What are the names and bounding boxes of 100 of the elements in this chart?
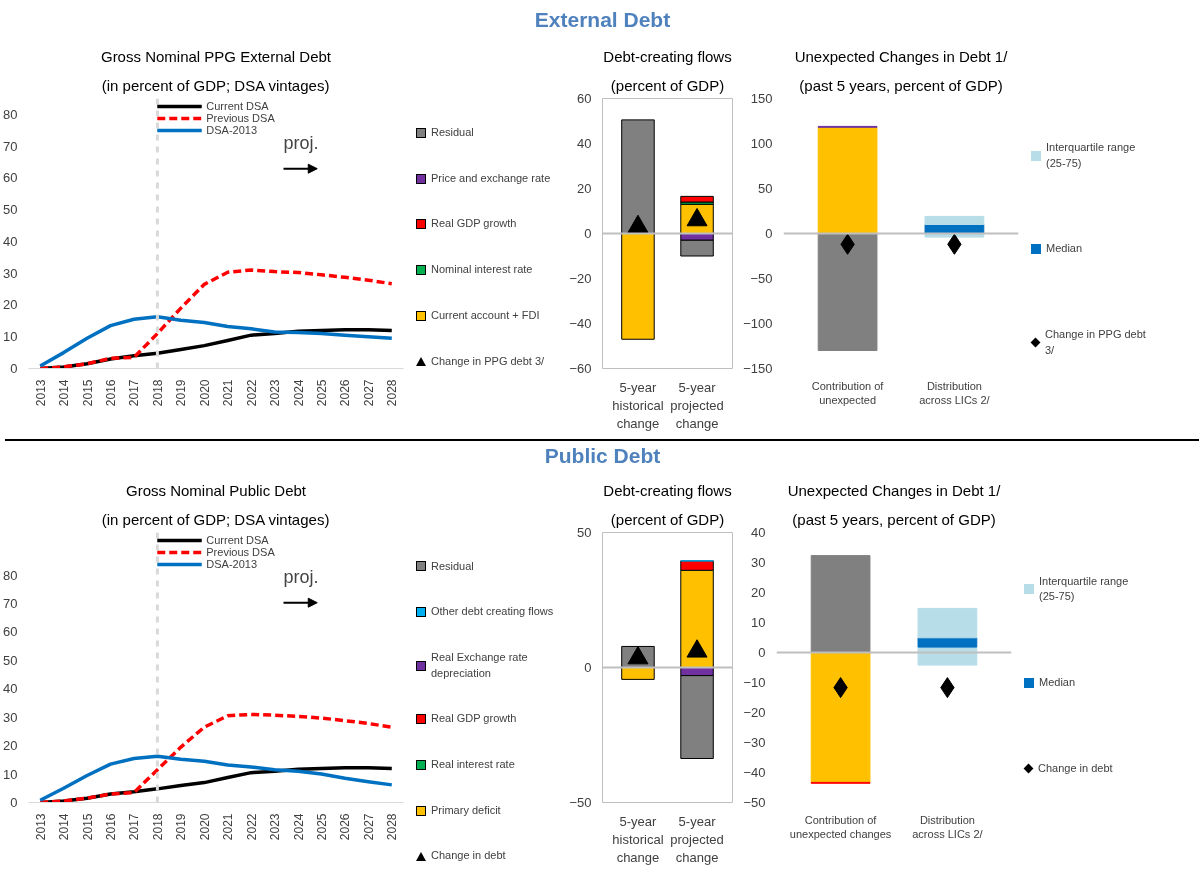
- text: External Debt: [534, 7, 671, 33]
- legend-label: Interquartile range (25-75): [1046, 140, 1137, 171]
- legend-label: Nominal interest rate: [431, 262, 533, 278]
- y-tick-label: 60: [577, 91, 592, 106]
- x-tick-label: 2014: [57, 379, 72, 407]
- x-tick-label: 2023: [268, 379, 283, 407]
- x-tick-label: 2026: [338, 812, 353, 840]
- chart-subtitle: (percent of GDP): [610, 76, 725, 94]
- y-tick-label: −150: [743, 361, 773, 376]
- y-tick-label: 0: [758, 644, 766, 660]
- x-tick-label: 2020: [197, 379, 212, 407]
- legend-label: Previous DSA: [206, 545, 275, 558]
- y-tick-label: 30: [3, 265, 18, 281]
- x-tick-label: 2027: [361, 812, 376, 840]
- legend-label: Previous DSA: [206, 112, 275, 124]
- legend-label: Current DSA: [206, 100, 269, 112]
- x-tick-label: 2026: [338, 379, 353, 407]
- x-tick-label: 2025: [314, 812, 329, 840]
- x-tick-label: 5-year projected change: [670, 813, 724, 865]
- legend-label: Other debt creating flows: [431, 604, 554, 620]
- legend-label: Real interest rate: [431, 757, 515, 773]
- legend-label: DSA-2013: [206, 124, 258, 136]
- legend-label: Real GDP growth: [431, 216, 517, 232]
- x-tick-label: 2014: [57, 812, 72, 840]
- legend-label: Real Exchange rate depreciation: [431, 649, 529, 681]
- y-tick-label: −20: [569, 271, 592, 286]
- y-tick-label: −10: [743, 674, 766, 690]
- y-tick-label: −100: [743, 316, 773, 331]
- chart-title: Debt-creating flows: [603, 481, 732, 499]
- x-tick-label: 2028: [385, 812, 400, 840]
- y-tick-label: 20: [3, 297, 18, 313]
- legend-label: Change in debt: [431, 848, 506, 864]
- x-tick-label: 5-year historical change: [612, 813, 664, 865]
- y-tick-label: 0: [10, 361, 18, 376]
- x-tick-label: Contribution of unexpected: [811, 379, 885, 406]
- legend-label: Change in PPG debt 3/: [1045, 327, 1146, 358]
- y-tick-label: 20: [751, 584, 766, 600]
- y-tick-label: −40: [569, 316, 592, 331]
- legend-label: Change in PPG debt 3/: [431, 353, 545, 369]
- legend-label: Primary deficit: [431, 802, 501, 818]
- y-tick-label: 60: [3, 170, 18, 186]
- y-tick-label: −50: [743, 794, 766, 810]
- x-tick-label: 2018: [150, 812, 165, 840]
- legend-label: Real GDP growth: [431, 711, 517, 727]
- x-tick-label: 2024: [291, 379, 306, 407]
- y-tick-label: −60: [569, 361, 592, 376]
- y-tick-label: 70: [3, 138, 18, 154]
- y-tick-label: 50: [3, 652, 18, 668]
- x-tick-label: 2017: [127, 812, 142, 840]
- y-tick-label: 20: [3, 737, 18, 753]
- y-tick-label: 40: [3, 233, 18, 249]
- x-tick-label: Contribution of unexpected changes: [789, 813, 892, 840]
- x-tick-label: 2027: [361, 379, 376, 407]
- x-tick-label: 2020: [197, 812, 212, 840]
- x-tick-label: 2021: [221, 379, 236, 407]
- y-tick-label: 70: [3, 595, 18, 611]
- legend-label: Price and exchange rate: [431, 170, 551, 186]
- x-tick-label: 2022: [244, 379, 259, 407]
- y-tick-label: −30: [743, 734, 766, 750]
- y-tick-label: 60: [3, 623, 18, 639]
- x-tick-label: Distribution across LICs 2/: [919, 379, 991, 406]
- text: Public Debt: [544, 442, 661, 469]
- x-tick-label: 2023: [268, 812, 283, 840]
- y-tick-label: 150: [750, 91, 773, 106]
- chart-title: Gross Nominal PPG External Debt: [100, 47, 332, 65]
- y-tick-label: 0: [10, 794, 18, 810]
- y-tick-label: 10: [751, 614, 766, 630]
- y-tick-label: 40: [577, 136, 592, 151]
- legend-label: Current account + FDI: [431, 307, 540, 323]
- chart-subtitle: (percent of GDP): [610, 510, 725, 528]
- y-tick-label: 10: [3, 766, 18, 782]
- x-tick-label: 2022: [244, 812, 259, 840]
- chart-subtitle: (in percent of GDP; DSA vintages): [101, 510, 330, 528]
- x-tick-label: 2021: [221, 812, 236, 840]
- y-tick-label: 40: [3, 680, 18, 696]
- y-tick-label: 0: [584, 226, 592, 241]
- y-tick-label: 0: [584, 659, 592, 675]
- y-tick-label: 50: [3, 202, 18, 218]
- chart-title: Unexpected Changes in Debt 1/: [794, 47, 1009, 65]
- legend-label: Median: [1039, 674, 1076, 690]
- x-tick-label: 2015: [80, 812, 95, 840]
- chart-title: Debt-creating flows: [603, 47, 732, 65]
- y-tick-label: 30: [751, 554, 766, 570]
- y-tick-label: 10: [3, 329, 18, 345]
- y-tick-label: −50: [569, 794, 592, 810]
- y-tick-label: 80: [3, 106, 18, 122]
- x-tick-label: 2013: [33, 379, 48, 407]
- legend-label: Change in debt: [1038, 760, 1113, 776]
- x-tick-label: 2025: [314, 379, 329, 407]
- y-tick-label: −50: [750, 271, 773, 286]
- y-tick-label: 50: [758, 181, 773, 196]
- x-tick-label: 2017: [127, 379, 142, 407]
- x-tick-label: 2015: [80, 379, 95, 407]
- legend-label: Residual: [431, 558, 474, 574]
- annotation: proj.: [283, 132, 319, 153]
- x-tick-label: 5-year historical change: [612, 379, 664, 431]
- y-tick-label: 100: [750, 136, 773, 151]
- x-tick-label: Distribution across LICs 2/: [912, 813, 984, 840]
- x-tick-label: 2018: [150, 379, 165, 407]
- chart-subtitle: (in percent of GDP; DSA vintages): [101, 76, 330, 94]
